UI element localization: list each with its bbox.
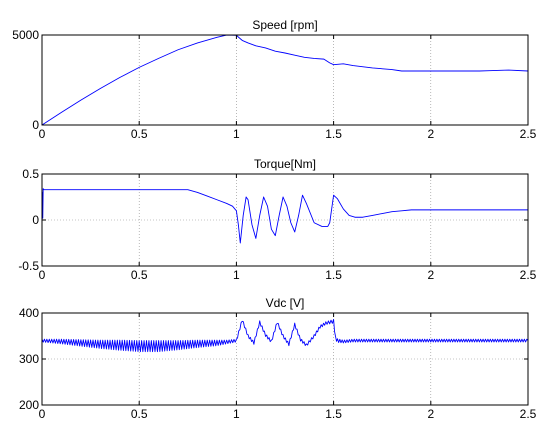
panel-torque-nm-ytick-label-0: 0 bbox=[32, 213, 39, 227]
panel-vdc-v-xtick-label-2: 2 bbox=[427, 407, 434, 421]
panel-torque-nm-series-line bbox=[41, 188, 528, 244]
panel-torque-nm-title: Torque[Nm] bbox=[254, 157, 316, 171]
panel-torque-nm-ytick-label-0-5: -0.5 bbox=[18, 259, 39, 273]
panel-vdc-v-ytick-label-300: 300 bbox=[19, 352, 39, 366]
panel-vdc-v-xtick-label-1: 1 bbox=[233, 407, 240, 421]
panel-speed-rpm-xtick-label-0-5: 0.5 bbox=[131, 127, 148, 141]
panel-torque-nm-xtick-label-2: 2 bbox=[427, 268, 434, 282]
panel-speed-rpm-ytick-label-5000: 5000 bbox=[12, 28, 39, 42]
panel-vdc-v-ytick-label-400: 400 bbox=[19, 306, 39, 320]
panel-speed-rpm-xtick-label-2: 2 bbox=[427, 127, 434, 141]
panel-torque-nm-xtick-label-0: 0 bbox=[39, 268, 46, 282]
panel-speed-rpm-border bbox=[41, 34, 529, 126]
panel-torque-nm-ytick-label-0-5: 0.5 bbox=[22, 167, 39, 181]
panel-vdc-v-xtick-label-0: 0 bbox=[39, 407, 46, 421]
panel-speed-rpm-xtick-label-0: 0 bbox=[39, 127, 46, 141]
panel-vdc-v-xtick-label-2-5: 2.5 bbox=[520, 407, 537, 421]
panel-speed-rpm-series-line bbox=[41, 34, 529, 126]
panel-speed-rpm-xtick-label-2-5: 2.5 bbox=[520, 127, 537, 141]
panel-torque-nm-xtick-label-0-5: 0.5 bbox=[131, 268, 148, 282]
panel-torque-nm-xtick-label-1: 1 bbox=[233, 268, 240, 282]
panel-vdc-v-series-line bbox=[41, 318, 529, 353]
panel-speed-rpm-xtick-label-1: 1 bbox=[233, 127, 240, 141]
panel-vdc-v-xtick-label-1-5: 1.5 bbox=[325, 407, 342, 421]
panel-torque-nm-xtick-label-2-5: 2.5 bbox=[520, 268, 537, 282]
panel-speed-rpm-background bbox=[41, 34, 529, 126]
panel-vdc-v-ytick-label-200: 200 bbox=[19, 398, 39, 412]
panel-speed-rpm-title: Speed [rpm] bbox=[252, 18, 317, 32]
panel-vdc-v: 0 0.5 1 1.5 2 2.5 200 300 400 Vdc [V] bbox=[19, 296, 537, 421]
panel-torque-nm-xtick-label-1-5: 1.5 bbox=[325, 268, 342, 282]
panel-speed-rpm-xtick-label-1-5: 1.5 bbox=[325, 127, 342, 141]
panel-speed-rpm: 0 0.5 1 1.5 2 2.5 0 5000 Speed [rpm] bbox=[12, 18, 536, 141]
panel-vdc-v-title: Vdc [V] bbox=[266, 296, 305, 310]
panel-speed-rpm-ytick-label-0: 0 bbox=[32, 118, 39, 132]
panel-vdc-v-xtick-label-0-5: 0.5 bbox=[131, 407, 148, 421]
